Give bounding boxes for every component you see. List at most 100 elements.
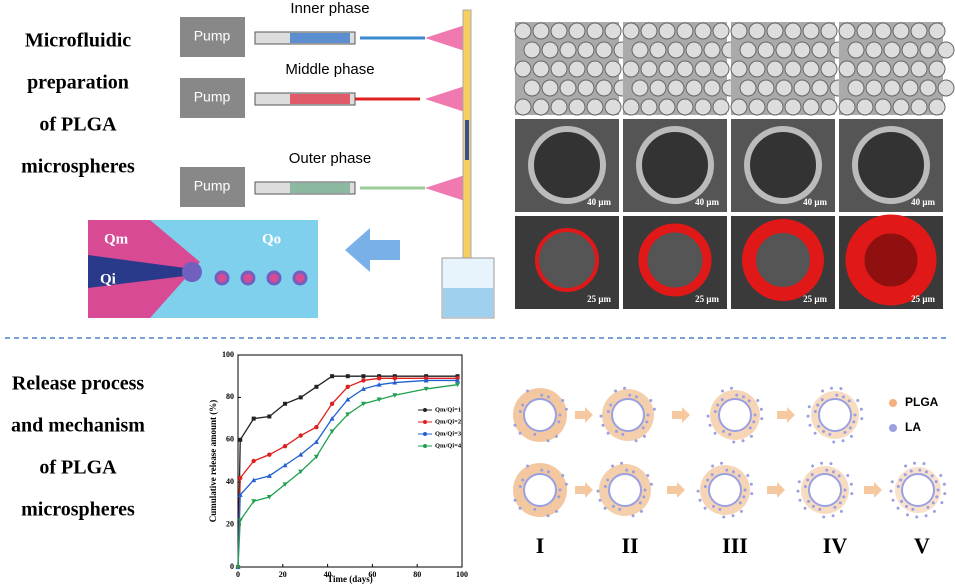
marker (345, 374, 350, 379)
core (611, 398, 645, 432)
marker (345, 384, 350, 389)
la-dot (842, 495, 846, 499)
microsphere (838, 60, 856, 78)
y-tick-label: 20 (226, 519, 234, 528)
microsphere (730, 60, 748, 78)
legend-dot (889, 424, 897, 432)
marker (330, 374, 335, 379)
microsphere (622, 22, 640, 40)
la-dot (720, 461, 724, 465)
microsphere (703, 41, 721, 59)
microsphere (649, 79, 667, 97)
la-dot (808, 423, 812, 427)
la-dot (721, 389, 725, 393)
marker (266, 495, 272, 500)
stage-arrow (575, 482, 593, 498)
la-dot (813, 431, 817, 435)
la-dot (643, 488, 647, 492)
microsphere (856, 22, 874, 40)
la-dot (606, 431, 610, 435)
channel-label: Qi (100, 271, 116, 287)
microsphere (523, 41, 541, 59)
stage-arrow (864, 482, 882, 498)
core (523, 398, 557, 432)
core (818, 398, 852, 432)
x-axis-label: Time (days) (327, 574, 373, 584)
microsphere (874, 98, 892, 116)
la-dot (811, 464, 815, 468)
la-dot (557, 495, 561, 499)
la-dot (513, 498, 517, 502)
la-dot (703, 506, 707, 510)
microsphere (640, 98, 658, 116)
microsphere (766, 22, 784, 40)
la-dot (890, 480, 894, 484)
la-dot (735, 393, 739, 397)
la-dot (742, 495, 746, 499)
microsphere (559, 79, 577, 97)
la-dot (546, 470, 550, 474)
microsphere (550, 60, 568, 78)
la-dot (706, 414, 710, 418)
stage-label: V (914, 533, 930, 558)
la-dot (743, 488, 747, 492)
microsphere (820, 60, 838, 78)
marker (376, 376, 382, 381)
microsphere (910, 22, 928, 40)
la-dot (521, 478, 525, 482)
la-dot (899, 478, 903, 482)
la-dot (820, 398, 824, 402)
la-dot (703, 485, 707, 489)
la-dot (796, 489, 800, 493)
marker (376, 382, 382, 387)
la-dot (753, 413, 757, 417)
la-dot (521, 403, 525, 407)
la-dot (638, 501, 642, 505)
scale-bar: 40 μm (695, 197, 719, 207)
la-dot (904, 464, 908, 468)
la-dot (623, 386, 627, 390)
la-dot (558, 488, 562, 492)
la-dot (603, 485, 607, 489)
la-dot (634, 395, 638, 399)
microsphere (532, 22, 550, 40)
marker (238, 437, 243, 442)
y-tick-label: 40 (226, 477, 234, 486)
la-dot (634, 439, 638, 443)
droplets (214, 270, 308, 286)
channel-label: Qo (262, 231, 281, 247)
la-dot (839, 387, 843, 391)
core (901, 473, 935, 507)
pump-box (180, 17, 245, 57)
arrow (345, 228, 400, 272)
la-dot (596, 489, 600, 493)
la-dot (564, 482, 568, 486)
channel-label: Qm (104, 231, 129, 247)
microsphere (712, 22, 730, 40)
la-dot (896, 485, 900, 489)
la-dot (924, 470, 928, 474)
microsphere (514, 22, 532, 40)
la-dot (730, 386, 734, 390)
scale-bar: 25 μm (695, 294, 719, 304)
beaker-liquid (443, 288, 493, 317)
la-dot (518, 506, 522, 510)
la-dot (909, 469, 913, 473)
marker (329, 429, 335, 434)
la-dot (756, 399, 760, 403)
la-dot (728, 432, 732, 436)
series-line (237, 379, 458, 568)
microsphere (604, 98, 622, 116)
marker (237, 518, 243, 523)
la-dot (649, 482, 653, 486)
la-dot (750, 492, 754, 496)
marker (282, 462, 288, 468)
microsphere (739, 79, 757, 97)
la-dot (816, 403, 820, 407)
microsphere (676, 22, 694, 40)
x-tick-label: 100 (456, 570, 468, 579)
microsphere (901, 41, 919, 59)
y-tick-label: 80 (226, 392, 234, 401)
la-dot (601, 423, 605, 427)
